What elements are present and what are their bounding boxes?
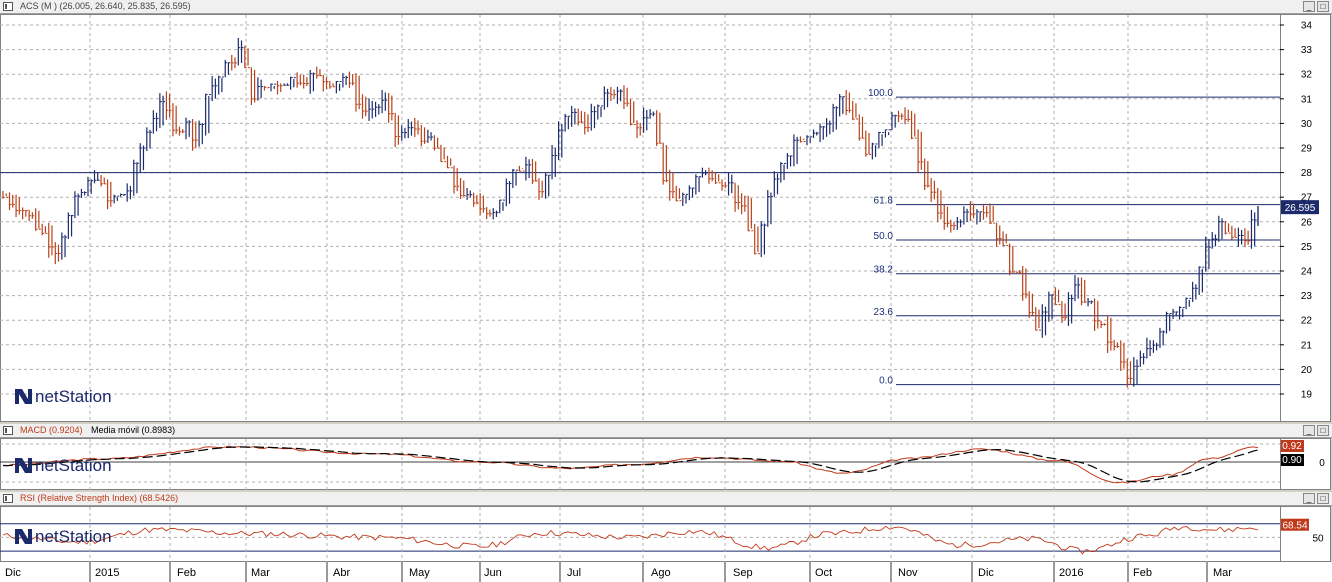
netstation-logo: netStation: [15, 387, 112, 406]
rsi-line: [2, 525, 1259, 555]
rsi-chart[interactable]: netStation 68.54 50 Dic 2015 Feb Mar Abr May Jun J…: [0, 506, 1332, 582]
x-axis-label: Oct: [815, 567, 832, 579]
macd-titlebar: MACD (0.9204) Media móvil (0.8983) _ □: [0, 424, 1332, 438]
y-axis-area: [1280, 506, 1331, 562]
y-tick-label: 21: [1301, 340, 1313, 351]
y-tick-label: 34: [1301, 21, 1313, 32]
x-axis-label: Abr: [333, 567, 350, 579]
x-axis-label: Ago: [651, 567, 671, 579]
y-axis-area: [1280, 14, 1331, 422]
y-tick-label: 19: [1301, 390, 1313, 401]
macd-line: [2, 445, 1259, 484]
maximize-button[interactable]: □: [1317, 425, 1329, 436]
y-tick-label: 31: [1301, 94, 1313, 105]
x-axis-label: 2016: [1059, 567, 1083, 579]
rsi-mid-tick: 50: [1312, 533, 1324, 544]
netstation-icon: [15, 389, 32, 404]
x-axis-label: Nov: [898, 567, 918, 579]
signal-badge-text: 0.90: [1282, 455, 1302, 466]
macd-chart[interactable]: netStation 0.92 0.90 0: [0, 438, 1332, 490]
price-chart[interactable]: 19 20 21 22 23 24 25 26 27 28 29 30 31 32 33 34 100.0 61.…: [0, 14, 1332, 422]
signal-label: Media móvil (0.8983): [91, 425, 176, 435]
symbol-label: ACS (M ): [20, 1, 57, 11]
netstation-icon: [15, 458, 32, 473]
chart-icon[interactable]: [3, 426, 13, 435]
macd-title: MACD (0.9204) Media móvil (0.8983): [20, 424, 175, 437]
rsi-title: RSI (Relative Strength Index) (68.5426): [20, 492, 178, 505]
y-tick-label: 28: [1301, 168, 1313, 179]
y-tick-label: 33: [1301, 45, 1313, 56]
rsi-titlebar: RSI (Relative Strength Index) (68.5426) …: [0, 492, 1332, 506]
netstation-logo-text: netStation: [35, 456, 112, 475]
chart-icon[interactable]: [3, 494, 13, 503]
y-tick-label: 30: [1301, 119, 1313, 130]
netstation-logo-text: netStation: [35, 527, 112, 546]
rsi-badge-text: 68.54: [1282, 521, 1307, 532]
netstation-logo: netStation: [15, 456, 112, 475]
x-axis-label: Mar: [251, 567, 270, 579]
fib-level-label: 100.0: [868, 88, 893, 99]
macd-zero-tick: 0: [1319, 458, 1325, 469]
x-axis-label: Sep: [733, 567, 753, 579]
fib-level-label: 38.2: [874, 265, 894, 276]
ohlc-values: (26.005, 26.640, 25.835, 26.595): [59, 1, 191, 11]
rsi-panel[interactable]: RSI (Relative Strength Index) (68.5426) …: [0, 492, 1332, 582]
last-price-badge-text: 26.595: [1285, 203, 1316, 214]
last-price-badge: [1281, 200, 1319, 215]
x-axis-label: Jun: [484, 567, 502, 579]
minimize-button[interactable]: _: [1303, 425, 1315, 436]
price-titlebar: ACS (M ) (26.005, 26.640, 25.835, 26.595…: [0, 0, 1332, 14]
macd-label: MACD (0.9204): [20, 425, 83, 435]
plot-area: [0, 506, 1281, 562]
minimize-button[interactable]: _: [1303, 493, 1315, 504]
price-title: ACS (M ) (26.005, 26.640, 25.835, 26.595…: [20, 0, 191, 13]
x-axis-label: May: [409, 567, 430, 579]
netstation-logo: netStation: [15, 527, 112, 546]
y-tick-label: 27: [1301, 193, 1313, 204]
maximize-button[interactable]: □: [1317, 493, 1329, 504]
x-axis-label: 2015: [95, 567, 119, 579]
chart-icon[interactable]: [3, 2, 13, 11]
y-tick-label: 22: [1301, 316, 1313, 327]
macd-badge-text: 0.92: [1282, 441, 1302, 452]
rsi-badge: [1281, 518, 1309, 531]
minimize-button[interactable]: _: [1303, 1, 1315, 12]
y-tick-label: 20: [1301, 365, 1313, 376]
netstation-icon: [15, 529, 32, 544]
x-axis-label: Dic: [978, 567, 994, 579]
macd-panel[interactable]: MACD (0.9204) Media móvil (0.8983) _ □ n…: [0, 424, 1332, 490]
fib-level-label: 23.6: [874, 307, 894, 318]
signal-line: [2, 446, 1259, 483]
fib-level-label: 50.0: [874, 231, 894, 242]
netstation-logo-text: netStation: [35, 387, 112, 406]
x-axis-label: Feb: [177, 567, 196, 579]
x-axis-label: Dic: [5, 567, 21, 579]
price-panel[interactable]: ACS (M ) (26.005, 26.640, 25.835, 26.595…: [0, 0, 1332, 422]
y-tick-label: 25: [1301, 242, 1313, 253]
x-axis-label: Jul: [567, 567, 581, 579]
y-tick-label: 29: [1301, 144, 1313, 155]
x-axis-label: Mar: [1213, 567, 1232, 579]
y-tick-label: 23: [1301, 291, 1313, 302]
fib-level-label: 0.0: [879, 376, 893, 387]
y-tick-label: 26: [1301, 217, 1313, 228]
y-tick-label: 24: [1301, 267, 1313, 278]
maximize-button[interactable]: □: [1317, 1, 1329, 12]
x-axis-label: Feb: [1133, 567, 1152, 579]
x-axis-area: [0, 562, 1332, 582]
fib-level-label: 61.8: [874, 196, 894, 207]
macd-badge: [1281, 440, 1304, 452]
signal-badge: [1281, 454, 1304, 466]
y-tick-label: 32: [1301, 70, 1313, 81]
rsi-label: RSI (Relative Strength Index) (68.5426): [20, 493, 179, 503]
plot-area: [0, 14, 1281, 422]
